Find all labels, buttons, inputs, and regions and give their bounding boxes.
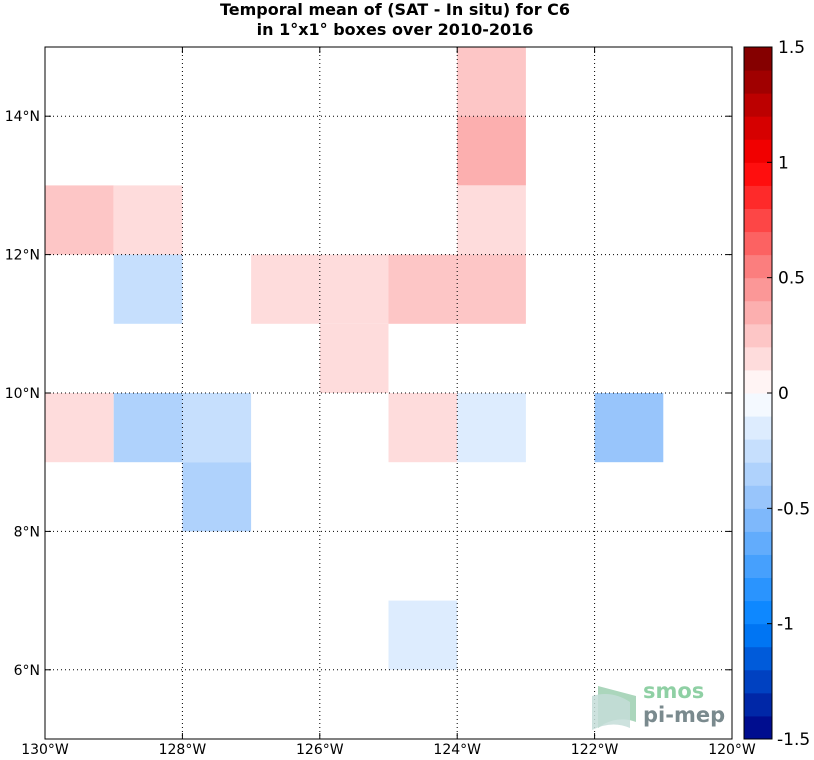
colorbar-tick-label-1: 1	[778, 153, 789, 173]
colorbar-segment-16	[744, 346, 772, 371]
chart-title-line-2: in 1°x1° boxes over 2010-2016	[256, 20, 534, 39]
heatmap-cell-3	[113, 185, 183, 255]
axis-ticks: 130°W 128°W 126°W 124°W 122°W 120°W 6°N 8°N 10°N…	[5, 47, 756, 758]
colorbar-tick-label-5: -1	[777, 615, 794, 635]
heatmap-cell-13	[182, 393, 252, 463]
x-tick-label-2: 126°W	[296, 742, 344, 758]
colorbar: 1.5 1 0.5 0 -0.5 -1 -1.5	[743, 38, 810, 750]
x-tick-label-0: 130°W	[21, 742, 69, 758]
colorbar-segment-18	[744, 300, 772, 325]
heatmap-cell-0	[457, 47, 526, 117]
colorbar-segment-8	[744, 531, 772, 555]
heatmap-cell-9	[457, 254, 526, 324]
colorbar-tick-label-6: -1.5	[777, 730, 810, 750]
colorbar-segment-29	[744, 47, 772, 71]
colorbar-segment-14	[744, 393, 772, 417]
heatmap-cell-16	[594, 393, 664, 463]
heatmap-cell-15	[457, 393, 526, 463]
heatmap-cell-4	[457, 185, 526, 255]
colorbar-segment-9	[744, 508, 772, 532]
colorbar-tick-label-0: 1.5	[778, 38, 805, 58]
colorbar-segment-0	[744, 715, 772, 740]
y-tick-label-4: 14°N	[5, 109, 40, 125]
logo-text-smos: smos	[643, 679, 704, 703]
colorbar-segment-25	[744, 139, 772, 163]
colorbar-segment-6	[744, 577, 772, 602]
colorbar-tick-label-3: 0	[778, 384, 789, 404]
logo-text-pi-mep: pi-mep	[643, 703, 725, 727]
grid-lines	[45, 47, 732, 739]
y-tick-label-0: 6°N	[14, 663, 40, 679]
colorbar-segment-27	[744, 93, 772, 117]
x-tick-label-5: 120°W	[708, 742, 756, 758]
colorbar-segment-21	[744, 231, 772, 256]
colorbar-segment-23	[744, 185, 772, 209]
heatmap-cell-5	[113, 254, 183, 324]
x-tick-label-3: 124°W	[433, 742, 481, 758]
heatmap-cell-12	[113, 393, 183, 463]
heatmap-cell-17	[182, 462, 252, 532]
colorbar-segment-19	[744, 277, 772, 302]
colorbar-segment-7	[744, 554, 772, 579]
colorbar-segment-17	[744, 323, 772, 348]
x-tick-label-4: 122°W	[571, 742, 619, 758]
colorbar-segment-13	[744, 416, 772, 440]
logo-wave-icon-2	[592, 694, 630, 730]
colorbar-segment-3	[744, 646, 772, 671]
colorbar-segment-22	[744, 208, 772, 233]
heatmap-cell-10	[319, 323, 389, 393]
heatmap-cell-14	[388, 393, 458, 463]
heatmap-cell-18	[388, 600, 458, 670]
heatmap-cell-11	[45, 393, 114, 463]
x-tick-label-1: 128°W	[159, 742, 207, 758]
y-tick-label-3: 12°N	[5, 248, 40, 264]
colorbar-segment-1	[744, 692, 772, 717]
heatmap-cell-6	[251, 254, 320, 324]
y-tick-label-1: 8°N	[14, 524, 40, 540]
colorbar-tick-label-2: 0.5	[778, 269, 805, 289]
colorbar-segment-26	[744, 116, 772, 140]
chart-title: Temporal mean of (SAT - In situ) for C6 …	[0, 0, 790, 40]
colorbar-segment-28	[744, 70, 772, 94]
colorbar-segment-4	[744, 623, 772, 648]
chart-title-line-1: Temporal mean of (SAT - In situ) for C6	[219, 0, 571, 19]
colorbar-segment-2	[744, 669, 772, 694]
colorbar-tick-label-4: -0.5	[777, 499, 810, 519]
colorbar-segment-5	[744, 600, 772, 625]
colorbar-segment-24	[744, 162, 772, 186]
colorbar-segment-15	[744, 369, 772, 394]
colorbar-segment-10	[744, 485, 772, 509]
colorbar-segment-12	[744, 439, 772, 463]
heatmap-cell-7	[319, 254, 389, 324]
heatmap-cell-2	[45, 185, 114, 255]
heatmap-cells	[45, 47, 664, 670]
heatmap-cell-1	[457, 116, 526, 186]
y-tick-label-2: 10°N	[5, 386, 40, 402]
colorbar-segment-11	[744, 462, 772, 486]
colorbar-segment-20	[744, 254, 772, 279]
smos-pi-mep-logo: smos pi-mep	[592, 679, 725, 730]
heatmap-cell-8	[388, 254, 458, 324]
